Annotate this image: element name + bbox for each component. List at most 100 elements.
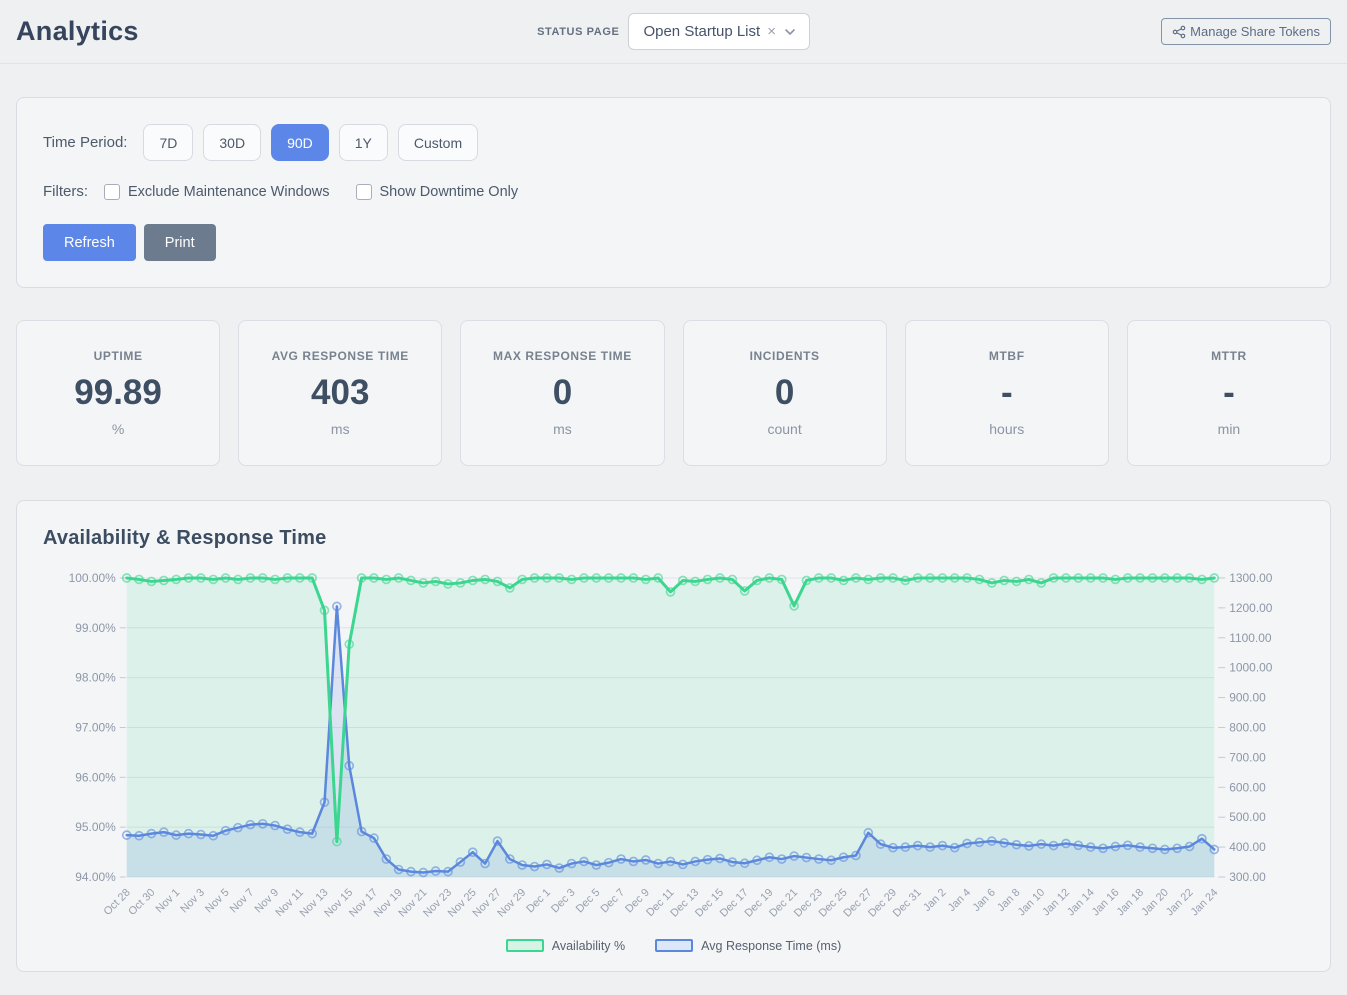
- svg-text:Dec 3: Dec 3: [549, 887, 578, 916]
- svg-text:Jan 14: Jan 14: [1065, 887, 1097, 919]
- share-icon: [1172, 25, 1186, 39]
- svg-text:Jan 10: Jan 10: [1016, 887, 1048, 919]
- svg-text:Jan 20: Jan 20: [1139, 887, 1171, 919]
- svg-text:Oct 30: Oct 30: [126, 887, 157, 918]
- svg-text:Jan 2: Jan 2: [921, 887, 948, 914]
- period-button-90d[interactable]: 90D: [271, 124, 329, 161]
- stat-unit: min: [1217, 421, 1241, 437]
- legend-swatch: [655, 939, 694, 953]
- stat-unit: count: [767, 421, 802, 437]
- svg-text:95.00%: 95.00%: [75, 820, 116, 834]
- stat-value: 0: [774, 373, 795, 412]
- svg-text:400.00: 400.00: [1229, 840, 1266, 854]
- stat-card-max-response: MAX RESPONSE TIME 0 ms: [460, 320, 665, 466]
- show-downtime-checkbox[interactable]: [355, 183, 372, 200]
- page-title: Analytics: [16, 16, 139, 46]
- svg-text:900.00: 900.00: [1229, 691, 1266, 705]
- svg-text:98.00%: 98.00%: [75, 671, 116, 685]
- status-page-select[interactable]: Open Startup List ×: [628, 13, 810, 50]
- stat-value: 403: [311, 373, 370, 412]
- status-page-label: STATUS PAGE: [537, 25, 620, 38]
- stat-unit: %: [111, 421, 125, 437]
- svg-text:Jan 22: Jan 22: [1164, 887, 1196, 919]
- time-period-group: 7D 30D 90D 1Y Custom: [143, 124, 479, 161]
- time-period-label: Time Period:: [43, 134, 128, 151]
- print-button[interactable]: Print: [143, 224, 216, 261]
- manage-share-tokens-label: Manage Share Tokens: [1190, 24, 1321, 39]
- svg-text:1000.00: 1000.00: [1229, 661, 1273, 675]
- stat-unit: ms: [330, 421, 350, 437]
- svg-text:800.00: 800.00: [1229, 720, 1266, 734]
- svg-text:300.00: 300.00: [1229, 870, 1266, 884]
- stat-value: -: [1223, 373, 1235, 412]
- chart-canvas-wrap: 100.00% 99.00% 98.00% 97.00% 96.00% 95.00% 94.…: [43, 564, 1304, 937]
- clear-selection-icon[interactable]: ×: [767, 23, 776, 40]
- stat-label: INCIDENTS: [749, 349, 820, 363]
- stat-cards-row: UPTIME 99.89 % AVG RESPONSE TIME 403 ms …: [16, 320, 1332, 466]
- legend-swatch: [505, 939, 544, 953]
- exclude-maintenance-checkbox-item: Exclude Maintenance Windows: [104, 183, 330, 200]
- stat-value: 0: [552, 373, 573, 412]
- chart-legend: Availability % Avg Response Time (ms): [43, 939, 1304, 953]
- svg-text:Jan 6: Jan 6: [970, 887, 997, 914]
- svg-text:500.00: 500.00: [1229, 810, 1266, 824]
- svg-text:600.00: 600.00: [1229, 780, 1266, 794]
- stat-value: -: [1000, 373, 1013, 412]
- svg-text:Nov 7: Nov 7: [228, 887, 257, 916]
- svg-text:100.00%: 100.00%: [69, 571, 117, 585]
- stat-unit: ms: [553, 421, 572, 437]
- exclude-maintenance-label: Exclude Maintenance Windows: [128, 183, 330, 200]
- stat-label: MTBF: [988, 349, 1025, 363]
- manage-share-tokens-button[interactable]: Manage Share Tokens: [1161, 18, 1332, 45]
- availability-chart-panel: Availability & Response Time 100.00% 99.0…: [16, 500, 1331, 972]
- legend-label: Avg Response Time (ms): [701, 938, 842, 953]
- svg-text:Dec 5: Dec 5: [574, 887, 603, 916]
- period-button-30d[interactable]: 30D: [203, 124, 262, 161]
- svg-text:1200.00: 1200.00: [1229, 601, 1273, 615]
- svg-text:1300.00: 1300.00: [1229, 571, 1273, 585]
- stat-label: AVG RESPONSE TIME: [271, 349, 409, 363]
- app-header: Analytics STATUS PAGE Open Startup List …: [0, 0, 1347, 64]
- stat-unit: hours: [989, 421, 1025, 437]
- show-downtime-checkbox-item: Show Downtime Only: [355, 183, 518, 200]
- stat-label: MTTR: [1211, 349, 1247, 363]
- svg-text:Nov 3: Nov 3: [178, 887, 207, 916]
- availability-response-chart: 100.00% 99.00% 98.00% 97.00% 96.00% 95.00% 94.…: [69, 571, 1273, 920]
- stat-value: 99.89: [74, 373, 162, 412]
- refresh-button[interactable]: Refresh: [43, 224, 136, 261]
- period-button-custom[interactable]: Custom: [397, 124, 479, 161]
- chevron-down-icon: [783, 25, 797, 39]
- period-button-1y[interactable]: 1Y: [338, 124, 388, 161]
- svg-text:Dec 31: Dec 31: [891, 887, 924, 920]
- svg-text:97.00%: 97.00%: [75, 720, 116, 734]
- svg-text:Jan 4: Jan 4: [946, 887, 973, 914]
- chart-title: Availability & Response Time: [43, 527, 327, 549]
- stat-card-mtbf: MTBF - hours: [904, 320, 1109, 466]
- svg-text:Nov 1: Nov 1: [154, 887, 183, 916]
- svg-text:Jan 24: Jan 24: [1189, 887, 1221, 919]
- availability-series: [121, 573, 1220, 847]
- legend-item-availability: Availability %: [505, 938, 626, 953]
- svg-text:Nov 5: Nov 5: [203, 887, 232, 916]
- svg-text:Jan 16: Jan 16: [1090, 887, 1122, 919]
- legend-item-response-time: Avg Response Time (ms): [655, 939, 841, 953]
- status-page-selected-value: Open Startup List: [643, 23, 761, 40]
- filter-panel: Time Period: 7D 30D 90D 1Y Custom Filter…: [16, 97, 1331, 288]
- svg-text:99.00%: 99.00%: [75, 621, 116, 635]
- response-time-series: [121, 601, 1220, 878]
- filters-label: Filters:: [43, 183, 88, 200]
- svg-text:Oct 28: Oct 28: [102, 887, 133, 918]
- svg-text:96.00%: 96.00%: [75, 770, 116, 784]
- exclude-maintenance-checkbox[interactable]: [104, 183, 120, 200]
- svg-text:Nov 29: Nov 29: [495, 887, 528, 920]
- svg-text:Jan 18: Jan 18: [1114, 887, 1146, 919]
- svg-text:700.00: 700.00: [1229, 750, 1266, 764]
- stat-card-mttr: MTTR - min: [1126, 320, 1332, 466]
- svg-text:94.00%: 94.00%: [75, 870, 116, 884]
- svg-text:Dec 7: Dec 7: [598, 887, 627, 916]
- period-button-7d[interactable]: 7D: [143, 124, 194, 161]
- svg-text:1100.00: 1100.00: [1229, 631, 1272, 645]
- legend-label: Availability %: [551, 938, 626, 953]
- svg-text:Jan 12: Jan 12: [1040, 887, 1072, 919]
